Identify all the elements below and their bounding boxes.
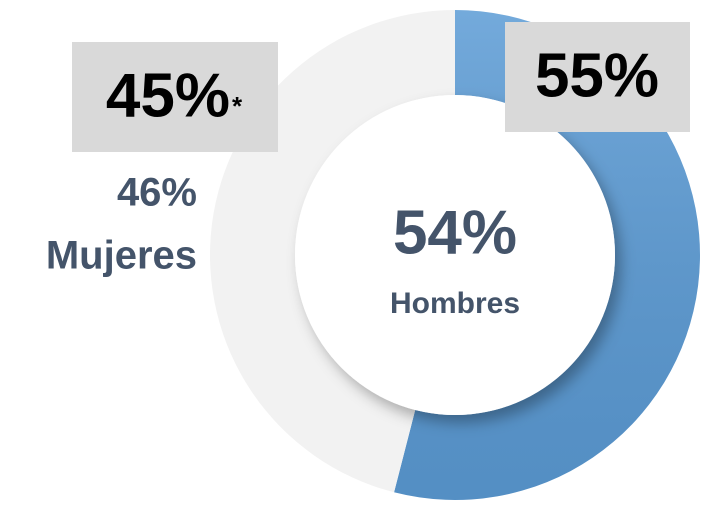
annotation-box [72, 42, 278, 152]
value-label: 54% [393, 198, 517, 267]
category-label: Hombres [390, 287, 520, 320]
category-label: Mujeres [46, 234, 197, 278]
donut-hole [295, 95, 615, 415]
annotation-box [505, 22, 690, 132]
slice-shade [394, 10, 700, 501]
annotation: * [232, 91, 243, 121]
annotation: 45% [106, 61, 230, 130]
annotation: 55% [535, 41, 659, 110]
value-label: 46% [117, 171, 197, 215]
